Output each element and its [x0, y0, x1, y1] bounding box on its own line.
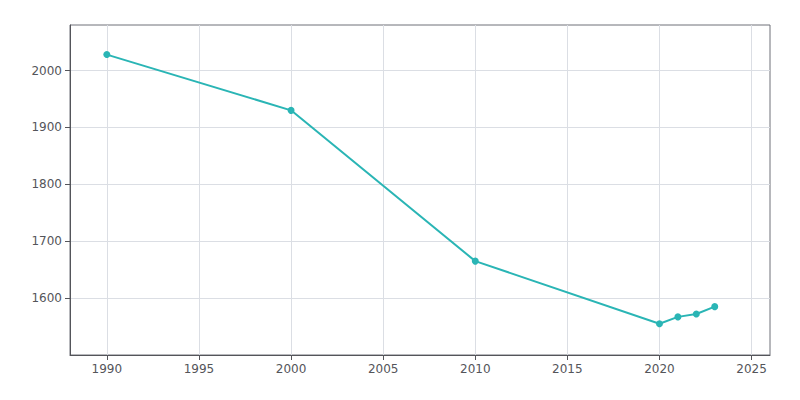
svg-text:2000: 2000 — [31, 64, 62, 78]
svg-text:2015: 2015 — [552, 362, 583, 376]
svg-text:1990: 1990 — [92, 362, 123, 376]
svg-text:1600: 1600 — [31, 291, 62, 305]
svg-text:2025: 2025 — [736, 362, 767, 376]
svg-text:1900: 1900 — [31, 120, 62, 134]
svg-text:2020: 2020 — [644, 362, 675, 376]
svg-text:1800: 1800 — [31, 177, 62, 191]
svg-text:2005: 2005 — [368, 362, 399, 376]
svg-text:2000: 2000 — [276, 362, 307, 376]
svg-text:1995: 1995 — [184, 362, 215, 376]
svg-text:1700: 1700 — [31, 234, 62, 248]
svg-text:2010: 2010 — [460, 362, 491, 376]
